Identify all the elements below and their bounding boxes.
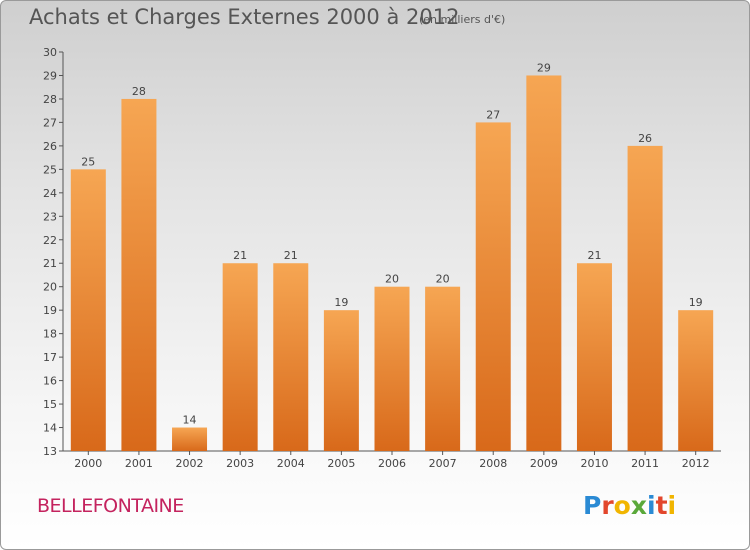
y-tick-label: 16 <box>43 375 57 388</box>
x-tick-label: 2006 <box>378 457 406 470</box>
y-tick-label: 14 <box>43 422 57 435</box>
y-tick-label: 29 <box>43 69 57 82</box>
logo-letter: r <box>601 491 614 520</box>
bar <box>678 310 714 451</box>
y-tick-label: 26 <box>43 140 57 153</box>
bar-value-label: 20 <box>436 273 450 286</box>
bar-value-label: 20 <box>385 273 399 286</box>
y-tick-label: 19 <box>43 304 57 317</box>
bar <box>627 145 663 451</box>
bar <box>576 263 612 451</box>
y-tick-label: 24 <box>43 187 57 200</box>
chart-subtitle: (en milliers d'€) <box>419 13 506 26</box>
bar <box>273 263 309 451</box>
x-tick-label: 2002 <box>176 457 204 470</box>
y-tick-label: 20 <box>43 281 57 294</box>
bar-value-label: 21 <box>233 249 247 262</box>
bar <box>526 75 562 452</box>
bar-value-label: 28 <box>132 85 146 98</box>
bar <box>172 427 208 451</box>
bar <box>70 169 106 451</box>
location-name: BELLEFONTAINE <box>37 495 184 517</box>
logo-letter: o <box>613 491 631 520</box>
bar <box>425 286 461 451</box>
bar-value-label: 21 <box>284 249 298 262</box>
bar <box>374 286 410 451</box>
y-tick-label: 22 <box>43 234 57 247</box>
bar-value-label: 14 <box>183 414 197 427</box>
y-tick-label: 27 <box>43 116 57 129</box>
bar <box>475 122 511 451</box>
bar-value-label: 19 <box>334 296 348 309</box>
x-tick-label: 2010 <box>580 457 608 470</box>
bar-value-label: 26 <box>638 132 652 145</box>
logo-letter: i <box>647 491 656 520</box>
x-tick-label: 2001 <box>125 457 153 470</box>
x-tick-label: 2008 <box>479 457 507 470</box>
bar <box>323 310 359 451</box>
bar-value-label: 21 <box>587 249 601 262</box>
bar-value-label: 29 <box>537 61 551 74</box>
logo-letter: P <box>583 491 602 520</box>
logo-letter: i <box>667 491 677 520</box>
x-tick-label: 2003 <box>226 457 254 470</box>
bar-value-label: 27 <box>486 108 500 121</box>
x-tick-label: 2005 <box>327 457 355 470</box>
x-tick-label: 2000 <box>74 457 102 470</box>
y-tick-label: 23 <box>43 210 57 223</box>
y-tick-label: 25 <box>43 163 57 176</box>
y-tick-label: 18 <box>43 328 57 341</box>
logo-letter: t <box>655 491 668 520</box>
y-tick-label: 28 <box>43 93 57 106</box>
y-tick-label: 21 <box>43 257 57 270</box>
x-tick-label: 2012 <box>682 457 710 470</box>
x-tick-label: 2009 <box>530 457 558 470</box>
bar <box>222 263 258 451</box>
logo-letter: x <box>630 491 647 520</box>
y-tick-label: 15 <box>43 398 57 411</box>
x-tick-label: 2007 <box>429 457 457 470</box>
x-tick-label: 2011 <box>631 457 659 470</box>
y-tick-label: 30 <box>43 46 57 59</box>
proxiti-logo[interactable]: Proxiti <box>583 491 676 520</box>
bar-value-label: 19 <box>689 296 703 309</box>
bar-value-label: 25 <box>81 155 95 168</box>
y-tick-label: 13 <box>43 445 57 458</box>
x-tick-label: 2004 <box>277 457 305 470</box>
chart-title: Achats et Charges Externes 2000 à 2012 <box>29 5 460 29</box>
bar <box>121 98 157 452</box>
y-tick-label: 17 <box>43 351 57 364</box>
